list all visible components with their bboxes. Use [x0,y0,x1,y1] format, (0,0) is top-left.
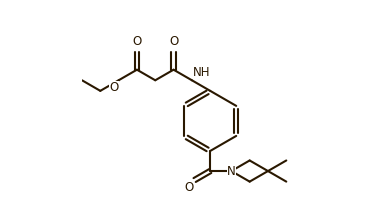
Text: N: N [227,165,236,178]
Text: O: O [169,35,178,48]
Text: O: O [184,181,194,194]
Text: O: O [132,35,142,48]
Text: NH: NH [193,66,211,79]
Text: O: O [110,81,119,94]
